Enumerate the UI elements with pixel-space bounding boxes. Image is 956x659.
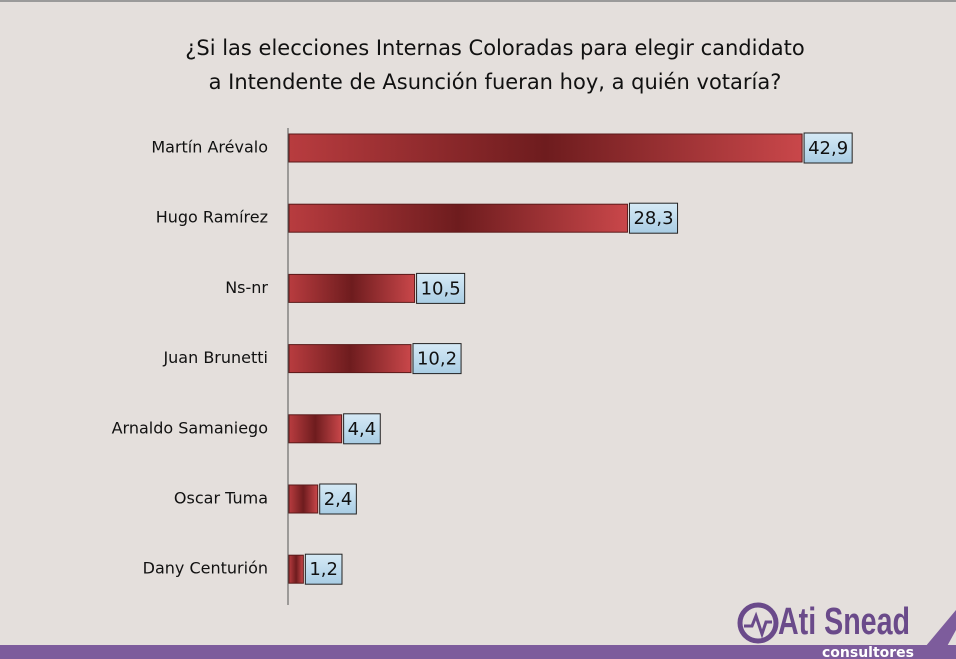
chart-title: ¿Si las elecciones Internas Coloradas pa… <box>185 36 805 60</box>
bar <box>288 484 319 514</box>
value-label-box <box>304 553 343 585</box>
bar <box>288 273 416 303</box>
value-label-box <box>628 202 679 234</box>
footer-stripe <box>915 610 956 659</box>
bar <box>288 344 412 374</box>
category-label: Arnaldo Samaniego <box>112 418 268 437</box>
category-label: Dany Centurión <box>143 559 268 578</box>
logo-name: Ati Snead <box>778 601 910 643</box>
category-label: Ns-nr <box>225 278 268 297</box>
chart-title: a Intendente de Asunción fueran hoy, a q… <box>209 70 782 94</box>
value-label: 4,4 <box>348 419 377 440</box>
value-label: 10,5 <box>421 278 461 299</box>
value-label: 2,4 <box>324 489 353 510</box>
value-label-box <box>803 132 853 164</box>
value-label-box <box>319 483 357 515</box>
footer-band <box>0 645 956 659</box>
category-label: Juan Brunetti <box>162 348 268 367</box>
value-label: 10,2 <box>417 349 457 370</box>
value-label-box <box>343 413 381 445</box>
category-label: Hugo Ramírez <box>156 208 268 227</box>
value-label: 28,3 <box>633 208 673 229</box>
logo-sub: consultores <box>822 645 914 659</box>
logo-icon <box>737 602 779 644</box>
category-label: Oscar Tuma <box>174 489 268 508</box>
value-label: 1,2 <box>309 559 338 580</box>
value-label-box <box>416 272 466 304</box>
bar <box>288 554 304 584</box>
value-label: 42,9 <box>808 138 848 159</box>
value-label-box <box>412 343 462 375</box>
bar <box>288 203 628 233</box>
bar <box>288 133 803 163</box>
logo-icon <box>744 611 772 639</box>
bar <box>288 414 343 444</box>
category-label: Martín Arévalo <box>151 138 268 157</box>
